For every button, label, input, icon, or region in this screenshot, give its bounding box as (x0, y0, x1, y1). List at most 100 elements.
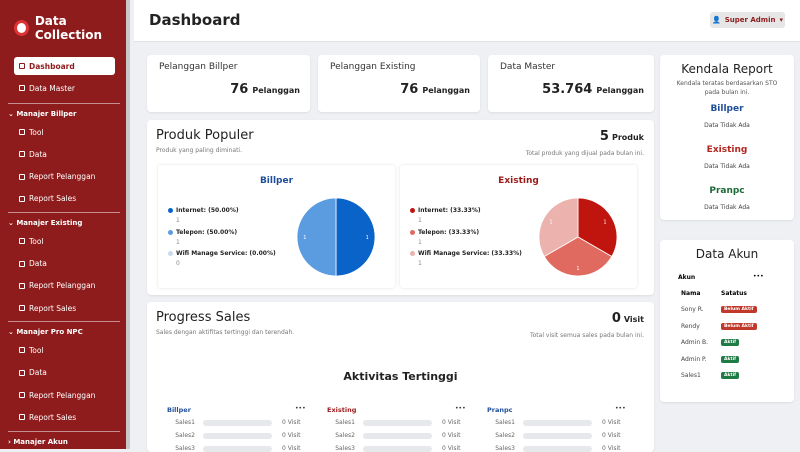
akun-name: Sony R. (681, 306, 704, 313)
visit-count: 0 Visit (282, 419, 301, 426)
chart-panel: Existing Internet: (33.33%) 1 Telepon: (33.… (400, 165, 637, 288)
group-title: Pranpc (487, 406, 513, 414)
progress-bar (523, 446, 592, 452)
stat-value: 53.764 Pelanggan (542, 82, 644, 97)
legend-dot (168, 208, 173, 213)
stat-label: Pelanggan Existing (330, 62, 416, 72)
card-title: Data Akun (695, 247, 759, 261)
status-badge: Aktif (721, 339, 740, 346)
menu-item[interactable]: Report Sales (14, 408, 115, 426)
status-badge: Belum Aktif (721, 306, 757, 313)
kendala-section: Pranpc (709, 186, 745, 196)
menu-label: Data Master (29, 83, 75, 93)
menu-icon (19, 369, 25, 376)
legend-label: Telepon: (50.00%) (176, 228, 238, 236)
group-title: Billper (167, 406, 191, 414)
total-unit: Visit (623, 315, 644, 324)
group-title: Existing (327, 406, 357, 414)
sales-name: Sales2 (495, 432, 515, 439)
legend-dot (168, 229, 173, 235)
pie-slice (296, 197, 337, 277)
menu-label: Report Sales (29, 194, 77, 204)
total-number: 0 (611, 311, 621, 326)
slice-label: 1 (366, 235, 369, 241)
menu-item[interactable]: Data (14, 255, 115, 273)
menu-label: Tool (29, 127, 44, 137)
legend-label: Wifi Manage Service: (33.33%) (418, 250, 522, 257)
menu-item[interactable]: Data (14, 145, 115, 163)
menu-item[interactable]: Report Pelanggan (14, 277, 115, 295)
stat-unit: Pelanggan (422, 86, 470, 95)
visit-count: 0 Visit (602, 419, 621, 426)
sales-name: Sales2 (335, 432, 355, 439)
menu-icon (19, 195, 25, 202)
status-badge: Aktif (721, 355, 740, 363)
user-menu[interactable]: 👤 Super Admin ▾ (710, 12, 785, 28)
section-title: Manajer Billper (16, 110, 77, 118)
menu-section[interactable]: ⌄ Manajer Existing (8, 212, 120, 227)
menu-item[interactable]: Data Master (14, 79, 115, 97)
column-header: Satatus (721, 290, 747, 297)
stat-unit: Pelanggan (596, 86, 644, 95)
chart-panel: Billper Internet: (50.00%) 1 Telepon: (50.0… (158, 165, 395, 288)
legend-count: 1 (418, 217, 422, 224)
menu-label: Report Sales (29, 303, 77, 313)
legend-count: 0 (176, 260, 180, 267)
menu-item[interactable]: Tool (14, 123, 115, 141)
menu-icon (19, 260, 25, 267)
legend-label: Telepon: (33.33%) (418, 228, 480, 236)
section-title: Manajer Pro NPC (16, 328, 83, 337)
visit-count: 0 Visit (442, 432, 461, 439)
user-name: Super Admin (724, 16, 776, 24)
total-unit: Produk (611, 133, 644, 142)
pie-chart: 11 (296, 197, 376, 277)
card-subtitle: Produk yang paling diminati. (156, 147, 242, 154)
kendala-section: Billper (710, 104, 744, 114)
akun-card: Data Akun Akun ••• Nama Satatus Sony R. Belum … (660, 240, 794, 402)
logo (14, 20, 29, 36)
menu-section[interactable]: ⌄ Manajer Pro NPC (8, 321, 120, 336)
menu-label: Dashboard (29, 61, 75, 71)
menu-item[interactable]: Report Pelanggan (14, 168, 115, 186)
section-title: Manajer Akun (13, 437, 68, 446)
column-header: Nama (681, 290, 701, 297)
progress-bar (523, 420, 592, 426)
pie-slice (577, 197, 618, 258)
group-more: ••• (615, 405, 626, 412)
progress-bar (203, 420, 272, 426)
progress-bar (363, 433, 432, 439)
sales-name: Sales1 (495, 419, 515, 426)
menu-icon (19, 129, 25, 135)
legend-dot (410, 251, 415, 256)
progress-bar (523, 433, 592, 439)
menu-item[interactable]: Report Sales (14, 299, 115, 317)
visit-count: 0 Visit (602, 432, 621, 439)
menu-icon (19, 85, 25, 91)
stat-number: 53.764 (542, 82, 593, 97)
stat-card: Pelanggan Existing 76 Pelanggan (318, 55, 480, 112)
visit-count: 0 Visit (282, 432, 301, 439)
menu-section[interactable]: › Manajer Akun (8, 430, 120, 446)
sales-name: Sales2 (175, 432, 195, 439)
menu-icon (19, 173, 25, 180)
group-more: ••• (455, 405, 466, 412)
menu-item[interactable]: Tool (14, 341, 115, 359)
menu-label: Tool (29, 345, 44, 355)
sales-name: Sales1 (175, 419, 195, 426)
akun-name: Admin B. (681, 339, 709, 346)
stat-card: Data Master 53.764 Pelanggan (488, 55, 654, 112)
menu-item[interactable]: Report Sales (14, 190, 115, 208)
card-title: Kendala Report (681, 62, 773, 76)
legend-count: 1 (176, 238, 180, 246)
menu-item[interactable]: Dashboard (14, 57, 115, 75)
menu-item[interactable]: Report Pelanggan (14, 386, 115, 404)
menu-label: Data (29, 259, 47, 268)
menu-section[interactable]: ⌄ Manajer Billper (8, 103, 120, 118)
legend-label: Wifi Manage Service: (0.00%) (176, 250, 276, 257)
menu-item[interactable]: Data (14, 364, 115, 382)
chart-title: Existing (498, 176, 539, 186)
sidebar: Data Collection Dashboard Data Master ⌄ Ma… (0, 0, 130, 449)
visit-count: 0 Visit (442, 419, 461, 426)
menu-item[interactable]: Tool (14, 232, 115, 250)
